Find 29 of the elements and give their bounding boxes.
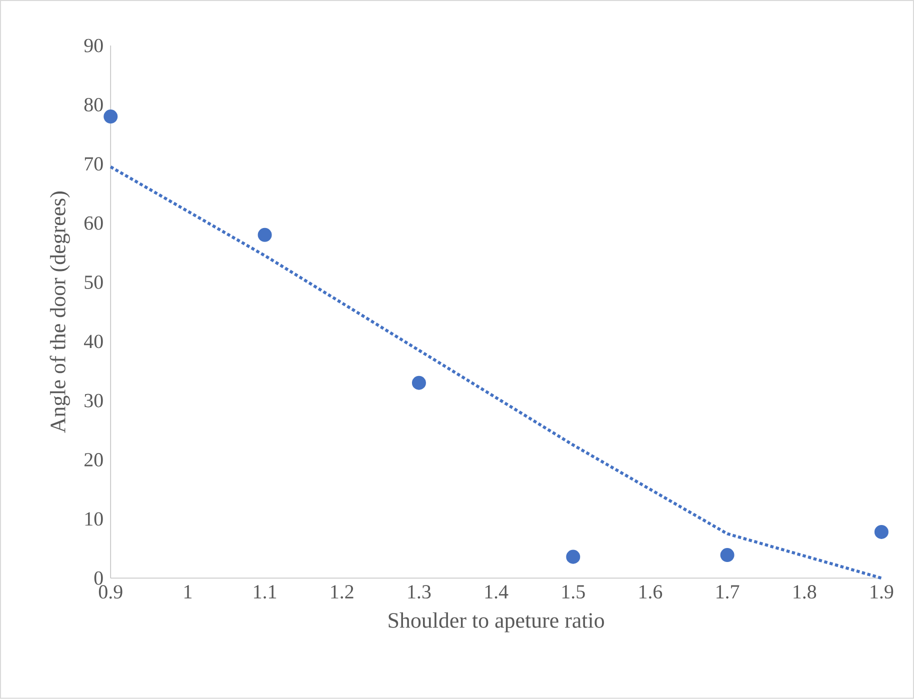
x-tick-label: 1.3 bbox=[408, 585, 431, 599]
y-tick-label: 90 bbox=[84, 38, 103, 52]
y-tick-label: 10 bbox=[85, 512, 103, 526]
y-tick-label: 70 bbox=[84, 157, 103, 171]
y-tick-label: 60 bbox=[84, 216, 103, 230]
point bbox=[104, 110, 118, 124]
point bbox=[412, 376, 426, 390]
x-tick-label: 1 bbox=[184, 585, 192, 598]
x-axis-title: Shoulder to apeture ratio bbox=[388, 612, 604, 632]
y-tick-label: 80 bbox=[84, 98, 103, 112]
x-tick-label: 1.6 bbox=[640, 585, 662, 599]
x-tick-label: 0.9 bbox=[98, 585, 122, 599]
y-tick-label: 20 bbox=[84, 453, 103, 467]
x-tick-label: 1.2 bbox=[331, 585, 354, 599]
x-tick-label: 1.8 bbox=[794, 585, 816, 599]
x-tick-label: 1.9 bbox=[870, 585, 894, 599]
x-tick-label: 1.5 bbox=[562, 585, 585, 599]
y-tick-label: 40 bbox=[84, 334, 103, 348]
x-tick-label: 1.7 bbox=[716, 585, 740, 599]
y-tick-label: 30 bbox=[84, 394, 103, 408]
point bbox=[874, 525, 888, 540]
x-tick-label: 1.4 bbox=[485, 585, 508, 599]
point bbox=[566, 550, 580, 564]
y-tick-label: 50 bbox=[84, 276, 103, 290]
x-tick-label: 1.1 bbox=[254, 585, 276, 599]
y-tick-label: 0 bbox=[94, 572, 103, 585]
point bbox=[258, 228, 272, 242]
y-axis-title: Angle of the door (degrees) bbox=[50, 192, 70, 433]
point bbox=[720, 548, 734, 562]
